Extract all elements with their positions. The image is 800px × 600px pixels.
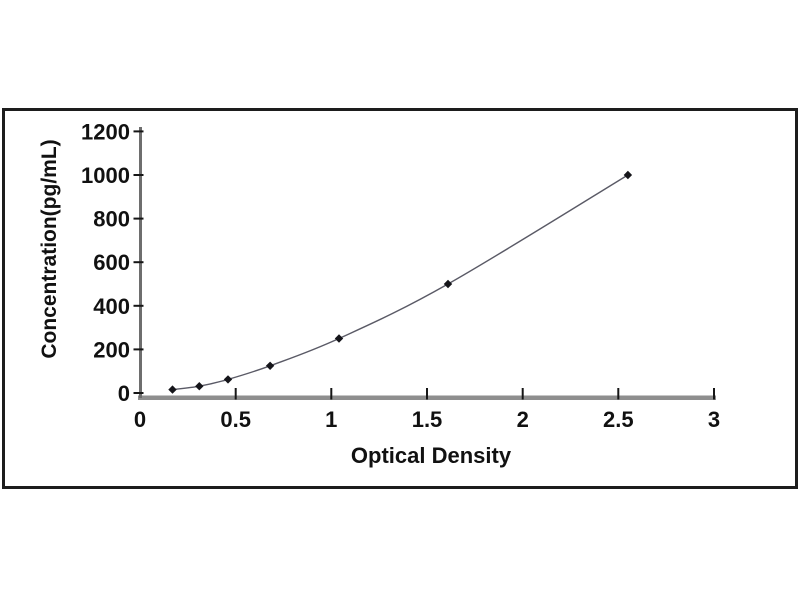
data-point-marker <box>223 375 233 384</box>
x-tick-label: 2 <box>517 407 529 432</box>
data-point-marker <box>334 334 344 343</box>
y-tick-label: 800 <box>93 207 130 232</box>
data-point-marker <box>195 382 204 391</box>
data-point-marker <box>265 361 275 370</box>
curve-line <box>172 174 629 391</box>
data-point-marker <box>168 385 177 394</box>
data-point-marker <box>623 170 633 180</box>
x-tick-label: 3 <box>708 407 720 432</box>
y-axis-title: Concentration(pg/mL) <box>38 139 61 358</box>
axes: 0 0.5 1 1.5 2 2.5 3 0 200 400 600 800 1000 1200 <box>81 119 720 432</box>
x-tick-label: 2.5 <box>603 407 634 432</box>
x-axis-title: Optical Density <box>351 443 512 468</box>
y-tick-label: 400 <box>93 294 130 319</box>
y-tick-label: 0 <box>118 381 130 406</box>
data-series <box>168 170 633 394</box>
x-tick-label: 1 <box>325 407 337 432</box>
y-tick-label: 600 <box>93 250 130 275</box>
chart-frame <box>2 108 798 489</box>
x-tick-label: 1.5 <box>412 407 443 432</box>
y-tick-label: 1000 <box>81 163 130 188</box>
y-tick-label: 200 <box>93 337 130 362</box>
x-tick-label: 0 <box>134 407 146 432</box>
y-tick-label: 1200 <box>81 119 130 144</box>
x-tick-label: 0.5 <box>220 407 251 432</box>
data-point-marker <box>443 279 453 289</box>
